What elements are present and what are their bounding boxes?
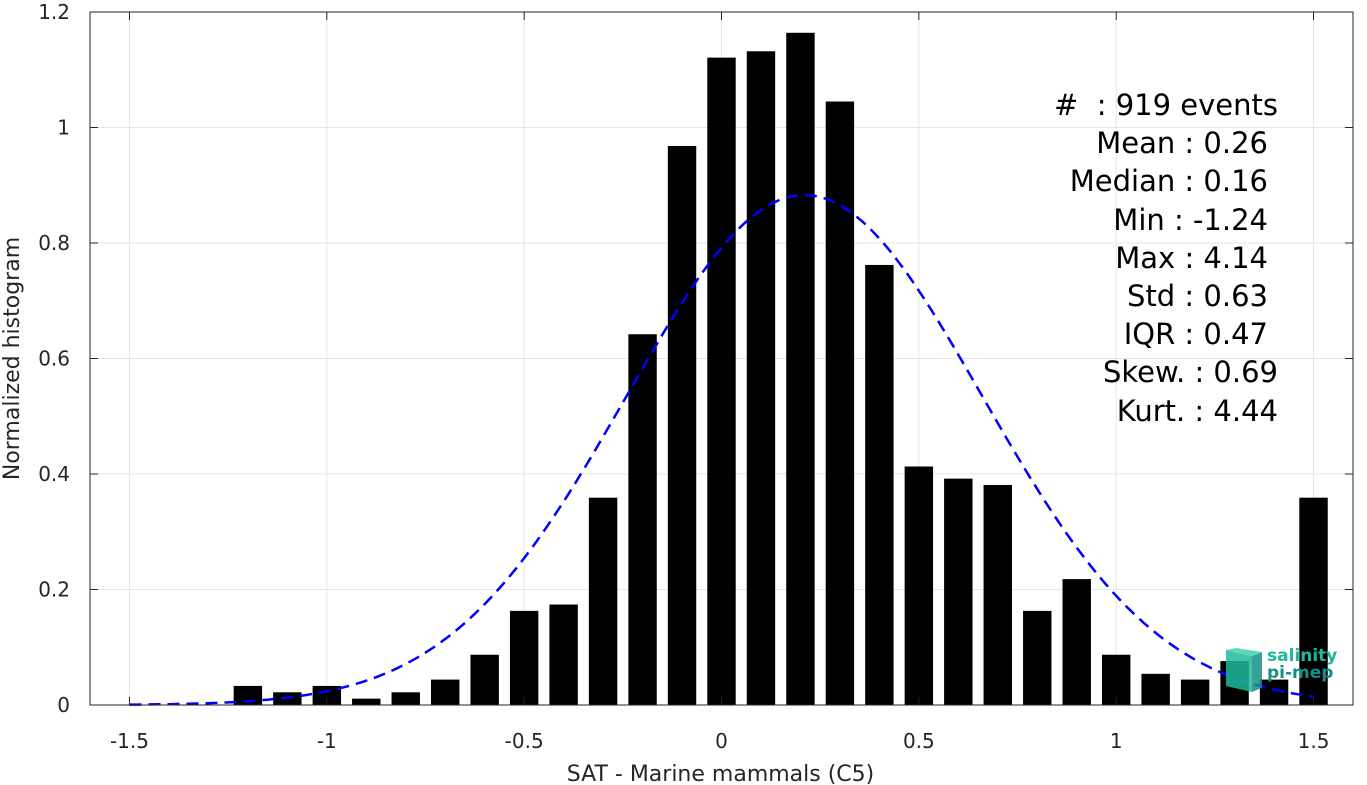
histogram-bar (391, 692, 420, 705)
x-tick-label: 0.5 (903, 729, 935, 753)
logo-line1: salinity (1267, 646, 1338, 666)
x-tick-label: -1.5 (110, 729, 149, 753)
stat-mean: Mean : 0.26 (1096, 126, 1268, 161)
logo-text: salinity pi-mep (1267, 648, 1337, 682)
histogram-bar (628, 334, 657, 705)
histogram-bar (312, 685, 342, 705)
histogram-bar (786, 32, 815, 706)
stat-iqr: IQR : 0.47 (1123, 317, 1268, 352)
stat-max: Max : 4.14 (1115, 240, 1268, 275)
stat-skew: Skew. : 0.69 (1102, 355, 1278, 390)
x-tick-label: -0.5 (505, 729, 544, 753)
x-tick-label: -1 (317, 729, 337, 753)
stat-median: Median : 0.16 (1069, 164, 1268, 199)
stat-min: Min : -1.24 (1113, 202, 1268, 237)
histogram-bar (944, 478, 973, 705)
x-tick-label: 1.5 (1298, 729, 1330, 753)
y-tick-label: 0.8 (38, 231, 70, 255)
histogram-bar (865, 264, 894, 705)
stat-count: # : 919 events (1054, 88, 1278, 122)
histogram-bar (1023, 610, 1052, 705)
histogram-bar (667, 145, 697, 706)
x-axis-label: SAT - Marine mammals (C5) (567, 762, 875, 785)
histogram-bar (1141, 673, 1170, 705)
axis-ticks: -1.5 -1 -0.5 0 0.5 1 1.5 0 0.2 0.4 0.6 0.8 1 1.2 (38, 0, 1353, 753)
histogram-bar (904, 466, 934, 705)
histogram-bar (1101, 654, 1131, 705)
logo-cube-icon (1226, 648, 1262, 692)
stat-std: Std : 0.63 (1127, 279, 1268, 314)
x-tick-label: 0 (715, 729, 728, 753)
histogram-bar (1180, 679, 1210, 705)
statistics-panel: # : 919 events Mean : 0.26 Median : 0.16… (1054, 86, 1278, 430)
histogram-bars (233, 32, 1328, 706)
histogram-bar (746, 51, 776, 705)
histogram-bar (549, 604, 578, 705)
y-tick-label: 0 (57, 693, 70, 717)
histogram-bar (983, 484, 1012, 705)
histogram-bar (588, 497, 618, 705)
y-tick-label: 0.4 (38, 462, 70, 486)
histogram-bar (1062, 579, 1091, 705)
histogram-bar (470, 654, 499, 705)
y-tick-label: 1 (57, 116, 70, 140)
salinity-pimep-logo: salinity pi-mep (1222, 648, 1347, 694)
y-tick-label: 1.2 (38, 0, 70, 24)
logo-line2: pi-mep (1267, 663, 1334, 683)
histogram-bar (825, 101, 855, 705)
histogram-bar (1299, 497, 1328, 705)
histogram-bar (352, 698, 381, 705)
histogram-bar (509, 610, 539, 705)
y-axis-label: Normalized histogram (0, 237, 25, 480)
gaussian-fit-curve (129, 193, 1314, 706)
histogram-bar (707, 57, 736, 706)
y-tick-label: 0.6 (38, 347, 70, 371)
y-tick-label: 0.2 (38, 578, 70, 602)
x-tick-label: 1 (1110, 729, 1123, 753)
stat-kurt: Kurt. : 4.44 (1116, 393, 1278, 428)
gaussian-fit-line (129, 193, 1314, 706)
histogram-bar (431, 679, 460, 705)
